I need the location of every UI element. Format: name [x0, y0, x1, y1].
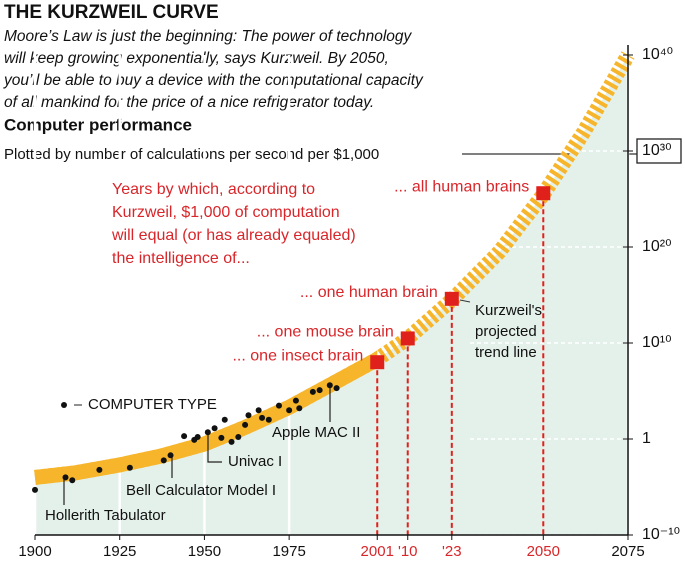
y-tick-label: 1: [642, 430, 651, 447]
subtitle: Moore’s Law is just the beginning: The p…: [4, 28, 413, 45]
data-point: [181, 433, 188, 440]
data-point: [194, 434, 201, 441]
data-point: [235, 434, 242, 441]
computer-label: Hollerith Tabulator: [45, 507, 166, 524]
data-point: [255, 407, 262, 414]
data-point: [242, 421, 249, 428]
data-point: [32, 486, 38, 493]
trend-label: Kurzweil's: [475, 302, 542, 319]
subtitle: will keep growing exponentially, says Ku…: [4, 50, 389, 67]
data-point: [259, 414, 266, 421]
milestone-note: will equal (or has already equaled): [111, 227, 356, 244]
callout-line: [207, 433, 222, 463]
milestone-marker: [370, 355, 385, 370]
y-tick-label: 10²⁰: [642, 238, 672, 255]
x-tick-label: 1975: [272, 543, 305, 560]
y-tick-label: 10⁻¹⁰: [642, 526, 680, 543]
subtitle: you’ll be able to buy a device with the …: [3, 72, 424, 89]
subtitle: of all mankind for the price of a nice r…: [4, 94, 374, 111]
trend-label: projected: [475, 323, 537, 340]
x-tick-label: '23: [442, 543, 462, 560]
data-point: [275, 402, 282, 409]
data-point: [69, 477, 76, 484]
y-tick-label: 10¹⁰: [642, 334, 672, 351]
trend-area: [35, 55, 628, 535]
data-point: [211, 425, 218, 432]
milestone-marker: [444, 291, 459, 306]
x-tick-label: 1950: [188, 543, 221, 560]
x-tick-label: '10: [398, 543, 418, 560]
callout-line: [459, 299, 471, 303]
computer-label: Bell Calculator Model I: [126, 482, 276, 499]
x-tick-label: 2075: [611, 543, 644, 560]
data-point: [228, 438, 235, 445]
data-point: [296, 405, 303, 412]
milestone-label: ... one insect brain: [232, 347, 363, 364]
chart-title: THE KURZWEIL CURVE: [4, 2, 219, 23]
tick-box: [636, 138, 682, 164]
data-point: [245, 412, 252, 419]
x-tick-label: 1925: [103, 543, 136, 560]
data-point: [326, 382, 333, 389]
data-point: [333, 385, 340, 392]
legend-marker: [61, 402, 67, 408]
data-point: [309, 388, 316, 395]
data-point: [292, 397, 299, 404]
data-point: [126, 464, 133, 471]
milestone-label: ... one mouse brain: [257, 324, 394, 341]
data-point: [167, 452, 174, 459]
trend-label: trend line: [475, 344, 537, 361]
data-point: [204, 429, 211, 436]
data-point: [160, 457, 167, 464]
legend-label: COMPUTER TYPE: [88, 396, 217, 413]
data-point: [286, 407, 293, 414]
data-point: [96, 466, 103, 473]
data-point: [62, 474, 69, 481]
data-point: [221, 416, 228, 423]
data-point: [316, 387, 323, 394]
milestone-note: Years by which, according to: [112, 181, 315, 198]
heading: Computer performance: [4, 115, 192, 134]
milestone-label: ... all human brains: [394, 178, 529, 195]
x-tick-label: 1900: [18, 543, 51, 560]
milestone-note: the intelligence of...: [112, 250, 250, 267]
computer-label: Apple MAC II: [272, 424, 360, 441]
data-point: [218, 434, 225, 441]
milestone-marker: [536, 186, 551, 201]
data-point: [265, 416, 272, 423]
x-tick-label: 2001: [361, 543, 394, 560]
milestone-label: ... one human brain: [300, 284, 438, 301]
milestone-marker: [400, 331, 415, 346]
x-tick-label: 2050: [527, 543, 560, 560]
subheading: Plotted by number of calculations per se…: [4, 146, 379, 163]
milestone-note: Kurzweil, $1,000 of computation: [112, 204, 340, 221]
y-tick-label: 10⁴⁰: [642, 46, 673, 63]
y-tick-label: 10³⁰: [642, 142, 672, 159]
computer-label: Univac I: [228, 453, 282, 470]
